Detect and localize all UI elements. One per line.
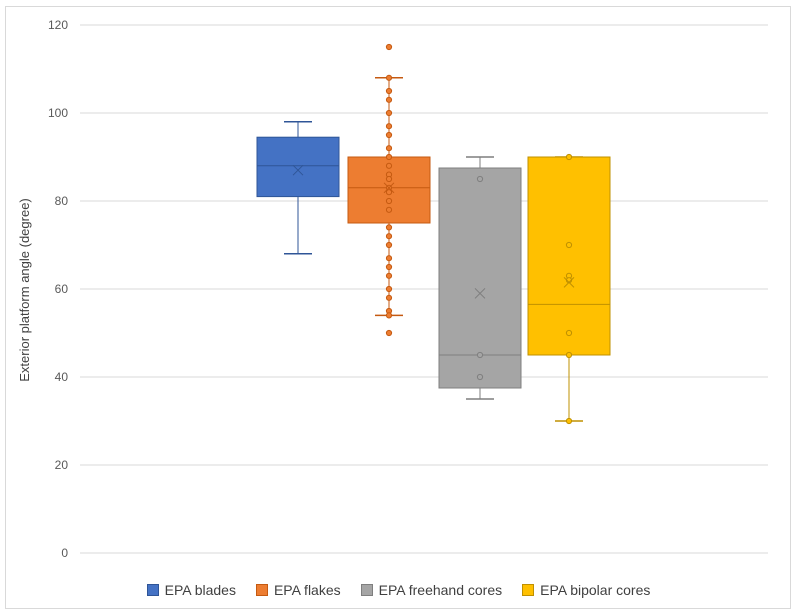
data-point [565,417,573,425]
legend: EPA blades EPA flakes EPA freehand cores EP… [0,576,797,604]
box [256,136,340,198]
box [438,167,522,389]
legend-swatch [360,584,373,596]
data-point [385,285,393,293]
data-point [565,329,573,337]
data-point [385,109,393,117]
legend-label: EPA freehand cores [378,582,503,598]
data-point [385,329,393,337]
mean-marker-stroke [383,182,395,194]
gridlines [80,24,768,554]
mean-marker [383,182,395,194]
legend-item: EPA freehand cores [360,582,503,598]
legend-swatch [522,584,535,596]
y-tick-label: 60 [55,282,69,296]
mean-marker [563,277,575,288]
data-point [385,43,393,51]
box-series [438,156,522,400]
data-point [385,197,393,205]
data-point [385,233,393,240]
legend-label: EPA blades [164,582,236,598]
data-point [385,263,393,271]
y-tick-label: 20 [55,458,69,472]
data-point [385,162,393,169]
data-point [385,131,393,139]
legend-swatch [146,584,159,596]
data-point [476,373,484,381]
data-point [385,189,393,196]
mean-marker-stroke [474,288,486,299]
y-tick-label: 40 [55,370,69,384]
legend-item: EPA bipolar cores [522,582,650,598]
data-point [565,351,573,359]
box [527,156,611,356]
data-point [385,294,393,301]
data-point [385,312,393,319]
chart-frame [5,6,791,609]
mean-marker-stroke [563,277,575,288]
legend-item: EPA blades [146,582,236,598]
y-tick-label: 80 [55,194,69,208]
mean-marker-stroke [292,164,304,176]
data-point [476,175,484,183]
boxes [256,43,611,425]
data-point [385,123,393,130]
data-point [385,175,393,183]
data-point [385,96,393,103]
data-point [385,224,393,231]
y-axis-title: Exterior platform angle (degree) [17,198,32,382]
data-point [385,255,393,262]
data-point [565,153,573,161]
data-point [385,145,393,152]
mean-marker [292,164,304,176]
data-point [385,87,393,95]
data-point [385,153,393,161]
mean-marker [474,288,486,299]
data-point [385,241,393,249]
legend-label: EPA bipolar cores [540,582,651,598]
y-tick-label: 120 [48,18,68,32]
y-axis-ticks: 0 20 40 60 80 100 120 [48,18,68,560]
legend-label: EPA flakes [273,582,341,598]
data-point [385,74,393,81]
data-point [385,272,393,279]
legend-swatch [255,584,268,596]
data-point [385,206,393,213]
y-tick-label: 100 [48,106,68,120]
data-point [476,351,484,359]
box-series [347,43,431,337]
y-tick-label: 0 [61,546,68,560]
box-series [256,121,340,255]
data-point [565,241,573,249]
box-series [527,153,611,425]
legend-item: EPA flakes [255,582,341,598]
